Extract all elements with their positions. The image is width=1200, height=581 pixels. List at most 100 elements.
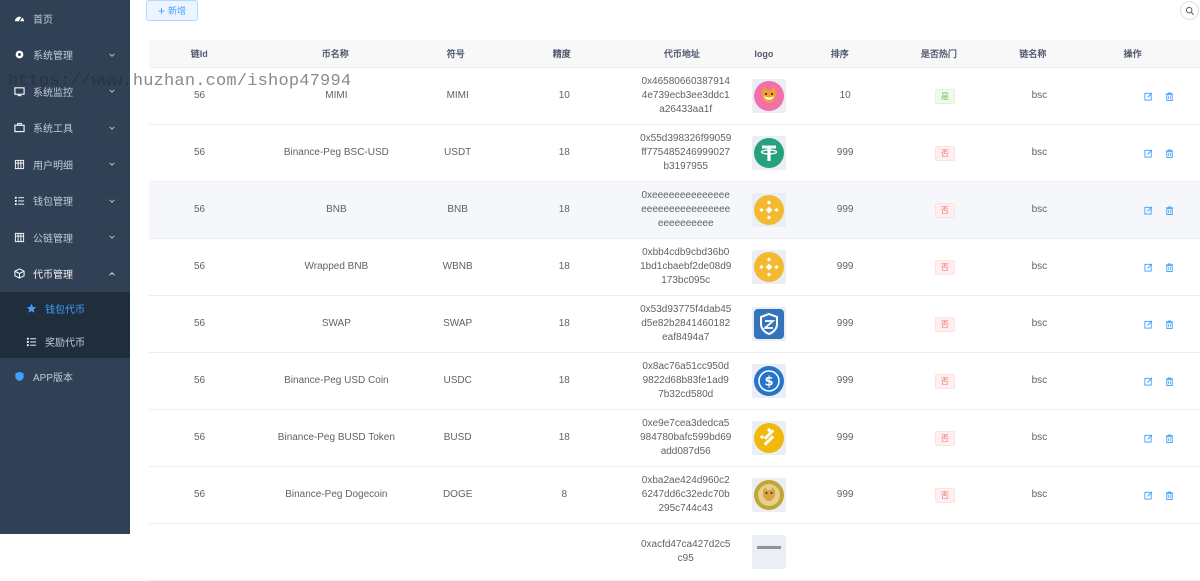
sidebar-item-1[interactable]: 系统管理: [0, 37, 130, 74]
submenu-item-label: 奖励代币: [45, 338, 85, 349]
search-icon: [1185, 6, 1194, 15]
usdc-logo[interactable]: $: [751, 364, 786, 398]
cell-contract-address: 0xe9e7cea3dedca5984780bafc599bd69add087d…: [640, 418, 732, 457]
column-header: logo: [754, 48, 774, 59]
delete-icon[interactable]: [1165, 319, 1174, 329]
edit-icon[interactable]: [1144, 206, 1153, 215]
cell-chain-name: bsc: [1031, 147, 1048, 158]
column-header: 排序: [830, 49, 849, 59]
table-row[interactable]: 56 Binance-Peg Dogecoin DOGE 8 0xba2ae424d96…: [149, 467, 1200, 524]
sidebar-item-label: 用户明细: [33, 160, 73, 172]
hot-status-badge: 是: [934, 88, 955, 104]
sidebar-item-2[interactable]: 系统监控: [0, 73, 130, 110]
plus-icon: +: [157, 3, 165, 18]
sidebar-item-app-version[interactable]: APP版本: [0, 358, 130, 395]
edit-icon[interactable]: [1144, 434, 1153, 443]
edit-icon[interactable]: [1144, 320, 1153, 329]
cell-chain-name: bsc: [1031, 318, 1048, 329]
partial-logo[interactable]: [751, 535, 786, 569]
delete-icon[interactable]: [1165, 433, 1174, 443]
cell-token-name: Binance-Peg Dogecoin: [285, 489, 388, 500]
dashboard-icon: [12, 11, 26, 25]
cell-hot: 否: [888, 296, 1001, 352]
edit-icon[interactable]: [1144, 92, 1153, 101]
sidebar-item-label: 公链管理: [33, 233, 73, 245]
delete-icon[interactable]: [1165, 376, 1174, 386]
delete-icon[interactable]: [1165, 91, 1174, 101]
cell-symbol: MIMI: [446, 90, 469, 101]
table-icon: [12, 157, 26, 171]
delete-icon[interactable]: [1165, 490, 1174, 500]
sidebar-item-4[interactable]: 用户明细: [0, 146, 130, 183]
table-row[interactable]: 56 SWAP SWAP 18 0x53d93775f4dab45d5e82b28414…: [149, 296, 1200, 353]
sidebar-item-6[interactable]: 公链管理: [0, 219, 130, 256]
table-row[interactable]: 56 Binance-Peg BUSD Token BUSD 18 0xe9e7cea3…: [149, 410, 1200, 467]
search-toggle-button[interactable]: [1180, 1, 1199, 20]
column-header: 符号: [446, 49, 465, 59]
cell-actions: [1077, 68, 1200, 124]
sidebar-item-label: APP版本: [33, 372, 74, 384]
cell-decimals: 18: [558, 432, 570, 443]
bnb-logo[interactable]: [751, 250, 786, 284]
cell-contract-address: 0xbb4cdb9cbd36b01bd1cbaebf2de08d9173bc09…: [640, 247, 732, 286]
list-icon: [12, 194, 26, 208]
star-icon: [24, 302, 38, 316]
submenu-item-0[interactable]: 钱包代币: [0, 292, 130, 325]
edit-icon[interactable]: [1144, 149, 1153, 158]
svg-text:$: $: [764, 375, 773, 390]
cell-symbol: BNB: [447, 204, 468, 215]
sidebar-item-7[interactable]: 代币管理: [0, 256, 130, 293]
table-row[interactable]: 56 BNB BNB 18 0xeeeeeeeeeeeeeeeeeeeeeeeeeeee…: [149, 182, 1200, 239]
gear-icon: [12, 48, 26, 62]
list-icon: [24, 335, 38, 349]
cell-chain-name: bsc: [1031, 432, 1048, 443]
hot-status-badge: 否: [934, 202, 955, 218]
cell-logo: $: [735, 353, 801, 409]
table-row[interactable]: 56 Binance-Peg BSC-USD USDT 18 0x55d398326f9…: [149, 125, 1200, 182]
sidebar-item-0[interactable]: 首页: [0, 0, 130, 37]
cell-sort: 999: [836, 261, 854, 272]
sidebar-item-5[interactable]: 钱包管理: [0, 183, 130, 220]
edit-icon[interactable]: [1144, 263, 1153, 272]
cell-symbol: [423, 524, 493, 580]
cell-contract-address: 0xeeeeeeeeeeeeeeeeeeeeeeeeeeeeeeeeeeeeee…: [641, 190, 731, 229]
cell-logo: [735, 524, 801, 580]
cell-symbol: USDC: [443, 375, 472, 386]
add-button[interactable]: + 新增: [146, 0, 198, 21]
hot-status-badge: 否: [934, 259, 955, 275]
tether-logo[interactable]: [751, 136, 786, 170]
delete-icon[interactable]: [1165, 148, 1174, 158]
delete-icon[interactable]: [1165, 262, 1174, 272]
mimi-logo[interactable]: [751, 79, 786, 113]
edit-icon[interactable]: [1144, 491, 1153, 500]
delete-icon[interactable]: [1165, 205, 1174, 215]
sidebar-item-3[interactable]: 系统工具: [0, 110, 130, 147]
cell-symbol: USDT: [444, 147, 472, 158]
cell-hot: 否: [888, 467, 1001, 523]
cell-chain-id: 56: [193, 318, 206, 329]
cell-chain-id: 56: [193, 432, 206, 443]
bnb-logo[interactable]: [751, 193, 786, 227]
table-row[interactable]: 56 Wrapped BNB WBNB 18 0xbb4cdb9cbd36b01bd1c…: [149, 239, 1200, 296]
cell-actions: [1077, 524, 1200, 580]
submenu-item-1[interactable]: 奖励代币: [0, 325, 130, 358]
monitor-icon: [12, 84, 26, 98]
doge-logo[interactable]: [751, 478, 786, 512]
swap-logo[interactable]: [751, 307, 786, 341]
edit-icon[interactable]: [1144, 377, 1153, 386]
table-row[interactable]: 0xacfd47ca427d2c5c95: [149, 524, 1200, 581]
cell-token-name: [250, 524, 423, 580]
cell-actions: [1077, 410, 1200, 466]
sidebar-item-label: 系统管理: [33, 51, 73, 63]
cell-sort: 999: [836, 204, 854, 215]
table-row[interactable]: 56 Binance-Peg USD Coin USDC 18 0x8ac76a51cc…: [149, 353, 1200, 410]
cell-logo: [735, 125, 801, 181]
cell-decimals: 18: [558, 261, 570, 272]
cell-hot: [888, 524, 1001, 580]
cell-sort: 999: [836, 375, 854, 386]
table-row[interactable]: 56 MIMI MIMI 10 0x465806603879144e739ecb3ee3…: [149, 68, 1200, 125]
busd-logo[interactable]: [751, 421, 786, 455]
column-header: 是否热门: [920, 49, 957, 59]
cell-contract-address: 0x465806603879144e739ecb3ee3ddc1a26433aa…: [641, 76, 730, 115]
hot-status-badge: 否: [934, 145, 955, 161]
